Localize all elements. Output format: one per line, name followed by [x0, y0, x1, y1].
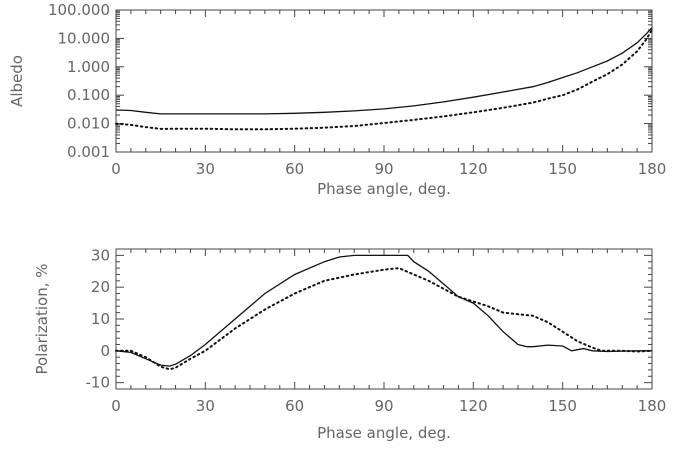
y-tick-label: 0.001 — [67, 143, 110, 161]
y-tick-label: 100.000 — [48, 1, 110, 19]
plot-frame — [115, 9, 653, 153]
x-tick-label: 90 — [374, 160, 393, 178]
x-tick-label: 60 — [285, 160, 304, 178]
x-axis-title: Phase angle, deg. — [317, 424, 451, 442]
solid-series-line — [115, 254, 652, 367]
plot-frame — [115, 248, 653, 390]
y-tick-label: 10 — [91, 310, 110, 328]
y-axis-title: Polarization, % — [33, 264, 51, 375]
dotted-series-line — [115, 267, 653, 371]
x-tick-label: 150 — [548, 160, 577, 178]
y-tick-label: 0.100 — [67, 86, 110, 104]
solid-series-line — [115, 27, 653, 115]
x-tick-label: 180 — [638, 397, 667, 415]
x-axis-title: Phase angle, deg. — [317, 180, 451, 198]
x-tick-label: 120 — [459, 160, 488, 178]
x-tick-label: 0 — [111, 160, 121, 178]
dotted-series-line — [115, 28, 653, 131]
x-tick-label: 90 — [374, 397, 393, 415]
x-tick-label: 30 — [196, 160, 215, 178]
albedo-panel: 0 30 60 90 120 150 180 0.001 0.010 0.100 1.000 10.0… — [8, 1, 666, 198]
x-tick-label: 30 — [196, 397, 215, 415]
y-tick-label: 10.000 — [58, 29, 111, 47]
x-tick-label: 120 — [459, 397, 488, 415]
y-tick-label: 30 — [91, 246, 110, 264]
y-tick-label: 0.010 — [67, 115, 110, 133]
x-tick-label: 150 — [548, 397, 577, 415]
x-tick-label: 180 — [638, 160, 667, 178]
y-tick-label: 1.000 — [67, 58, 110, 76]
y-tick-label: 20 — [91, 278, 110, 296]
y-tick-label: -10 — [86, 374, 111, 392]
x-tick-label: 0 — [111, 397, 121, 415]
x-tick-label: 60 — [285, 397, 304, 415]
y-tick-label: 0 — [100, 342, 110, 360]
y-axis-title: Albedo — [8, 55, 26, 107]
